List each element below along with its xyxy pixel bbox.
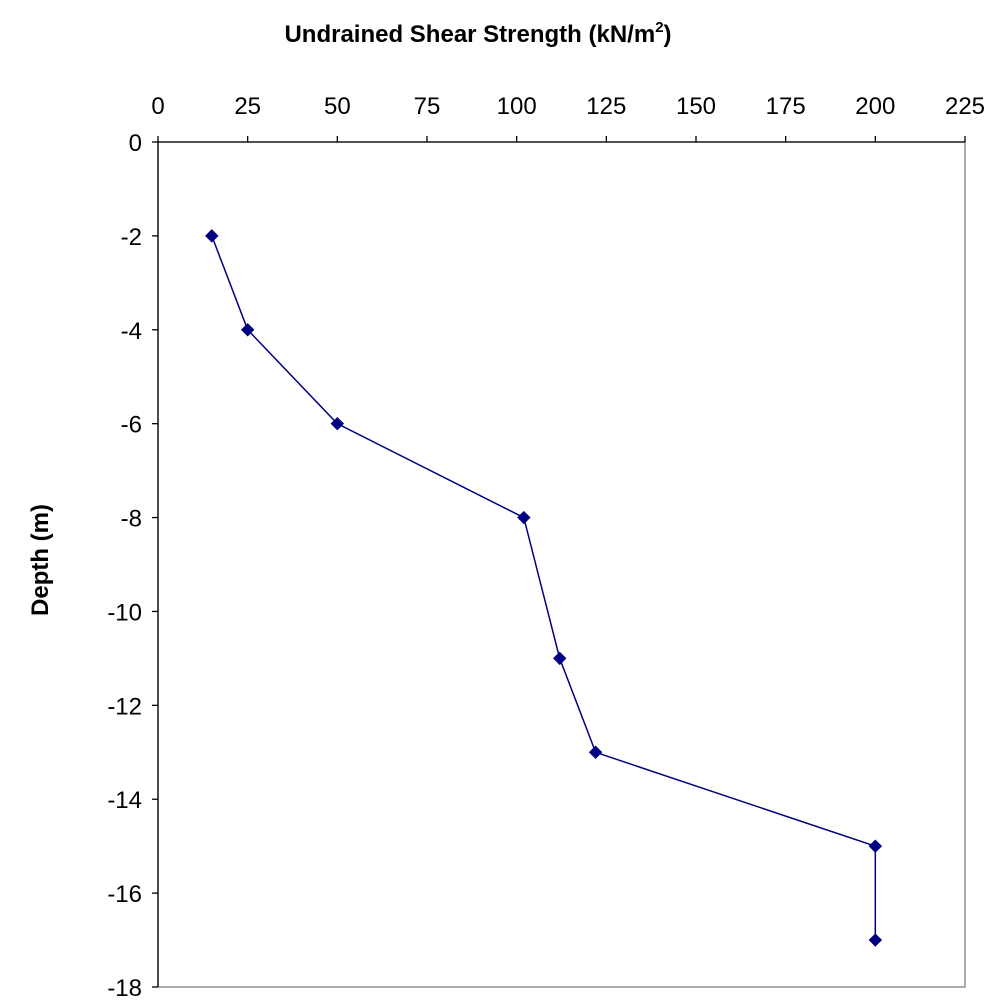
x-tick-label: 25 — [234, 93, 261, 120]
x-axis-title-main: Undrained Shear Strength (kN/m — [284, 21, 655, 48]
x-axis-ticks: 0 25 50 75 100 125 150 175 200 225 — [151, 93, 985, 142]
y-axis-ticks: 0 -2 -4 -6 -8 -10 -12 -14 -16 -18 — [107, 130, 158, 1002]
y-tick-label: -16 — [107, 881, 142, 908]
y-tick-label: -18 — [107, 975, 142, 1002]
x-tick-label: 225 — [945, 93, 985, 120]
data-point-marker — [868, 839, 883, 853]
series-line — [211, 235, 877, 941]
x-tick-label: 0 — [151, 93, 164, 120]
x-tick-label: 50 — [324, 93, 351, 120]
x-axis-title-superscript: 2 — [655, 19, 663, 36]
series-layer — [205, 229, 883, 947]
y-tick-label: -12 — [107, 693, 142, 720]
y-tick-label: -8 — [121, 506, 142, 533]
plot-frame — [157, 141, 966, 988]
y-tick-label: -14 — [107, 787, 142, 814]
data-point-marker — [588, 745, 603, 759]
x-tick-label: 150 — [676, 93, 716, 120]
x-tick-label: 175 — [766, 93, 806, 120]
y-tick-label: -4 — [121, 318, 142, 345]
data-point-marker — [240, 323, 255, 337]
x-tick-label: 200 — [855, 93, 895, 120]
y-tick-label: -2 — [121, 224, 142, 251]
data-point-marker — [330, 416, 345, 431]
x-tick-label: 125 — [586, 93, 626, 120]
x-axis-title: Undrained Shear Strength (kN/m2) — [284, 19, 671, 48]
x-axis-title-suffix: ) — [664, 21, 672, 48]
plot-border — [157, 141, 966, 988]
x-tick-label: 75 — [414, 93, 441, 120]
data-point-marker — [552, 651, 567, 666]
data-point-marker — [517, 510, 531, 525]
data-point-marker — [868, 933, 883, 947]
y-tick-label: -6 — [121, 412, 142, 439]
y-axis-title: Depth (m) — [27, 504, 54, 616]
data-point-marker — [205, 229, 219, 243]
y-tick-label: 0 — [129, 130, 142, 157]
x-tick-label: 100 — [497, 93, 537, 120]
y-tick-label: -10 — [107, 599, 142, 626]
